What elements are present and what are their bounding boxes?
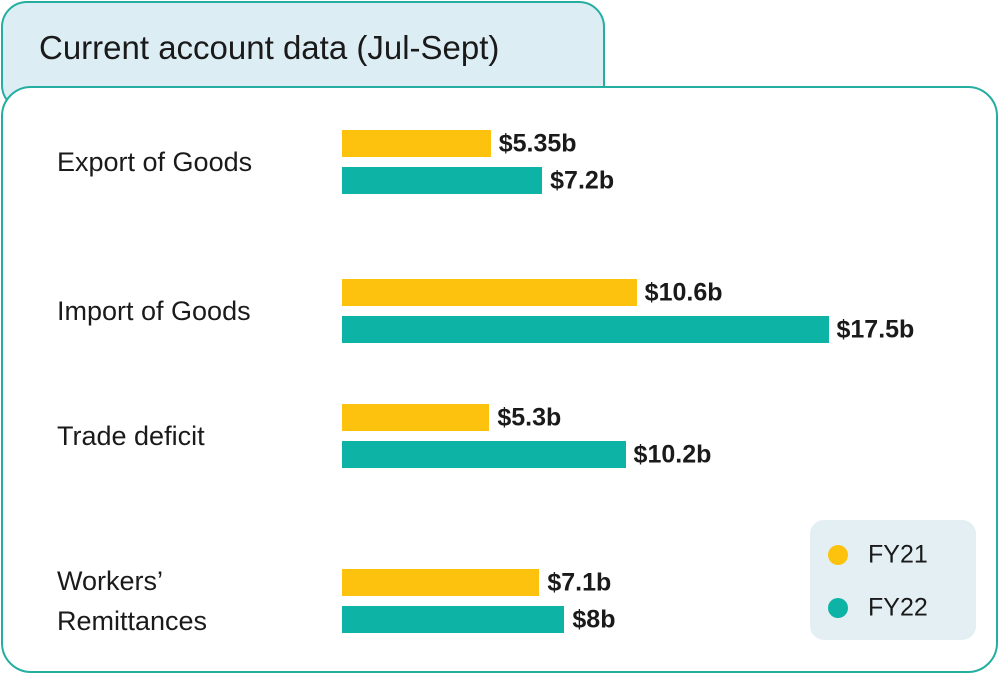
value-label: $7.1b	[547, 568, 612, 596]
chart-title: Current account data (Jul-Sept)	[39, 29, 500, 66]
legend-marker	[828, 598, 848, 618]
category-label: Import of Goods	[57, 296, 251, 326]
bar	[342, 606, 565, 633]
value-label: $8b	[572, 605, 616, 633]
bar	[342, 130, 491, 157]
value-label: $5.3b	[497, 403, 562, 431]
value-label: $5.35b	[498, 129, 577, 157]
legend-marker	[828, 545, 848, 565]
bar	[342, 279, 637, 306]
value-label: $17.5b	[836, 315, 915, 343]
bar	[342, 167, 543, 194]
value-label: $7.2b	[550, 166, 615, 194]
category-label: Workers’ Remittances	[57, 566, 208, 636]
bar	[342, 441, 626, 468]
legend: FY21 FY22	[810, 520, 976, 640]
category-label: Trade deficit	[57, 421, 205, 451]
value-label: $10.6b	[644, 278, 723, 306]
value-label: $10.2b	[633, 440, 712, 468]
category-label: Export of Goods	[57, 147, 253, 177]
legend-label: FY22	[868, 593, 928, 622]
bar	[342, 316, 829, 343]
legend-label: FY21	[868, 540, 928, 569]
bar	[342, 404, 490, 431]
bar	[342, 569, 540, 596]
